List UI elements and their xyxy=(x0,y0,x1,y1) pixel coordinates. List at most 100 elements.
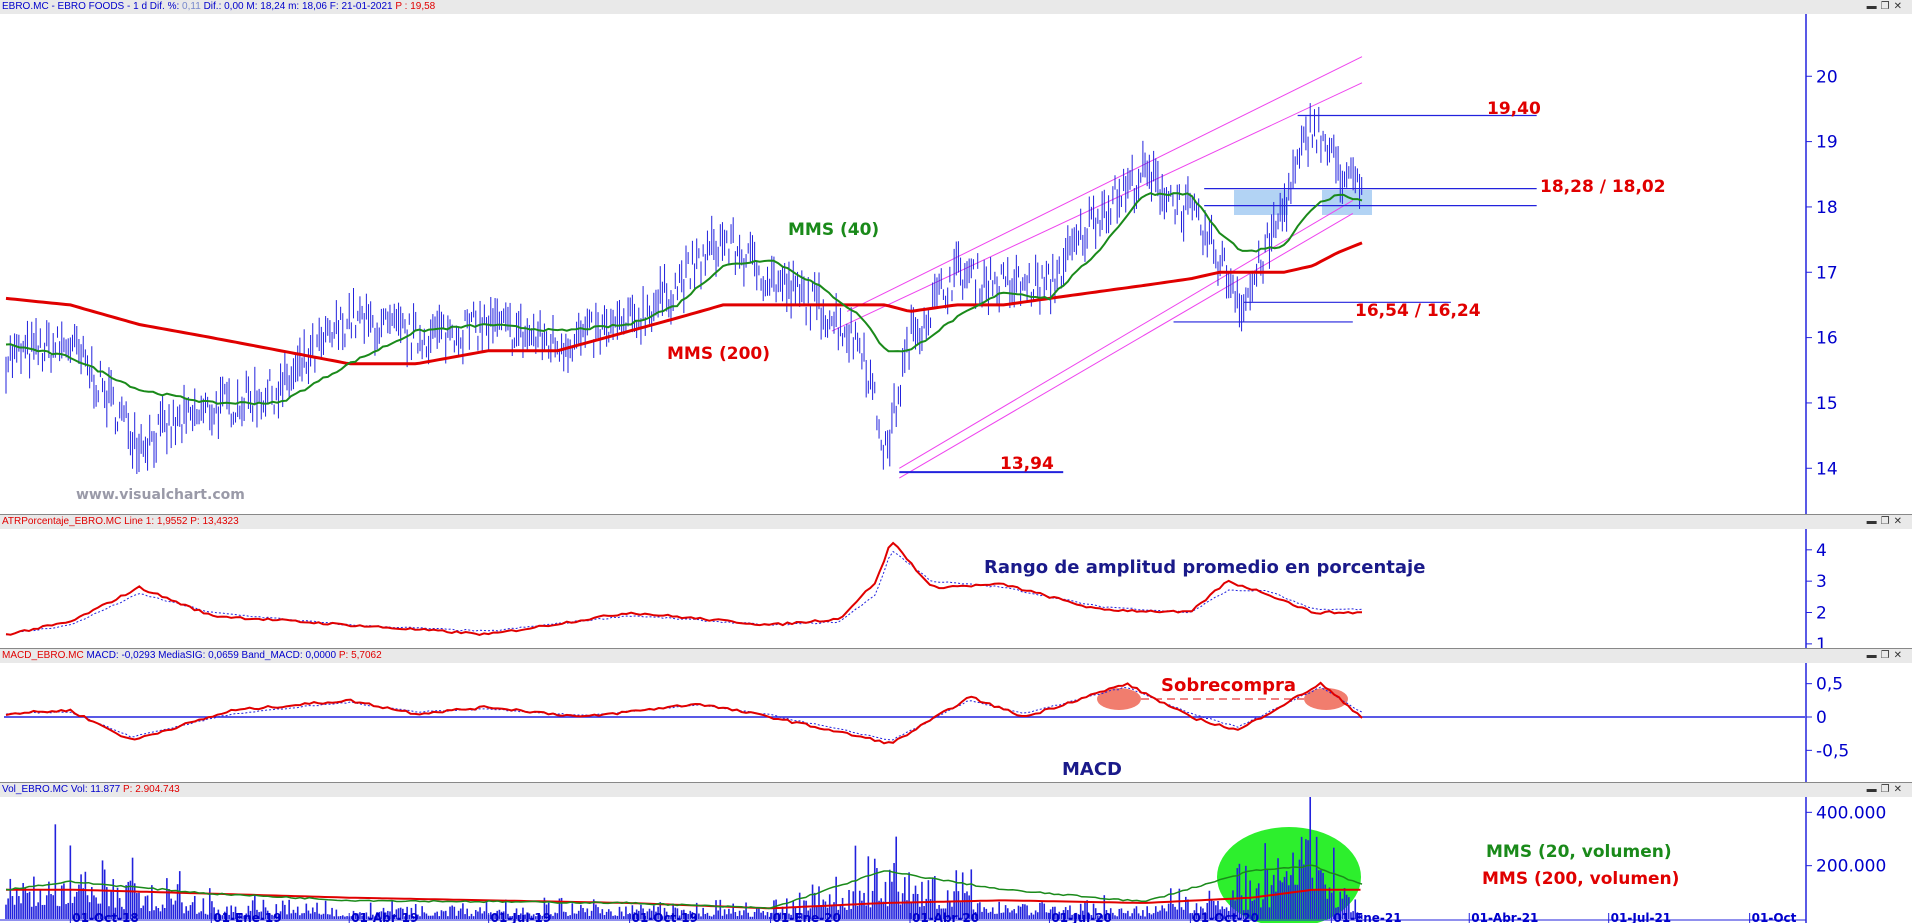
y-tick-label: 16 xyxy=(1816,329,1838,349)
macd-name: MACD_EBRO.MC xyxy=(2,650,84,661)
atr-pane: ATRPorcentaje_EBRO.MC Line 1: 1,9552 P: … xyxy=(0,514,1912,649)
atr-last: P: 13,4323 xyxy=(190,516,239,527)
watermark: www.visualchart.com xyxy=(76,487,245,503)
macd-values: MACD: -0,0293 MediaSIG: 0,0659 Band_MACD… xyxy=(86,650,337,661)
minimize-icon[interactable]: ▬ xyxy=(1866,650,1881,661)
close-icon[interactable]: ✕ xyxy=(1893,784,1906,795)
y-tick-label: 15 xyxy=(1816,394,1838,414)
min-value: m: 18,06 xyxy=(288,1,327,12)
volume-highlight-box-right xyxy=(1322,190,1372,215)
x-tick-label: 01-Jul-21 xyxy=(1611,911,1671,923)
atr-chart[interactable]: 1 2 3 4 Rango de amplitud promedio en porce… xyxy=(0,529,1912,649)
x-tick-label: 01-Oct-19 xyxy=(632,911,698,923)
atr-name: ATRPorcentaje_EBRO.MC xyxy=(2,516,122,527)
atr-average-line xyxy=(5,550,1363,636)
x-tick-label: 01-Abr-19 xyxy=(351,911,418,923)
macd-last: P: 5,7062 xyxy=(338,650,382,661)
trend-channel-line-1 xyxy=(831,82,1363,332)
vol-mms200-label: MMS (200, volumen) xyxy=(1482,869,1679,889)
restore-icon[interactable]: ❐ xyxy=(1880,516,1894,527)
restore-icon[interactable]: ❐ xyxy=(1880,1,1894,12)
macd-pane-header: MACD_EBRO.MC MACD: -0,0293 MediaSIG: 0,0… xyxy=(0,649,1912,663)
mms40-line xyxy=(5,192,1363,406)
max-value: M: 18,24 xyxy=(246,1,286,12)
window-controls: ▬❐✕ xyxy=(1867,0,1906,14)
y-tick-label: 14 xyxy=(1816,459,1838,479)
y-tick-label: 200.000 xyxy=(1816,857,1886,877)
last-price: P : 19,58 xyxy=(395,1,436,12)
y-tick-label: -0,5 xyxy=(1816,741,1849,761)
level-high-label: 19,40 xyxy=(1487,99,1541,119)
y-tick-label: 2 xyxy=(1816,604,1827,624)
close-icon[interactable]: ✕ xyxy=(1893,650,1906,661)
atr-line: Line 1: 1,9552 xyxy=(124,516,188,527)
price-pane: EBRO.MC - EBRO FOODS - 1 d Dif. %: 0,11 … xyxy=(0,0,1912,514)
mms40-label: MMS (40) xyxy=(788,220,879,240)
macd-chart[interactable]: 0,5 0 -0,5 Sobrecompra MACD xyxy=(0,663,1912,783)
vol-values: Vol: 11.877 xyxy=(70,784,121,795)
minimize-icon[interactable]: ▬ xyxy=(1866,516,1881,527)
y-tick-label: 18 xyxy=(1816,198,1838,218)
x-tick-label: 01-Ene-21 xyxy=(1333,911,1401,923)
close-icon[interactable]: ✕ xyxy=(1893,516,1906,527)
y-tick-label: 0 xyxy=(1816,708,1827,728)
symbol-title: EBRO.MC - EBRO FOODS - xyxy=(2,1,131,12)
x-tick-label: 01-Jul-20 xyxy=(1051,911,1111,923)
dif-pct: 0,11 xyxy=(182,1,201,12)
y-tick-label: 0,5 xyxy=(1816,675,1843,695)
x-tick-label: 01-Oct xyxy=(1752,911,1797,923)
close-icon[interactable]: ✕ xyxy=(1893,1,1906,12)
restore-icon[interactable]: ❐ xyxy=(1880,784,1894,795)
vol-last: P: 2.904.743 xyxy=(123,784,180,795)
price-chart[interactable]: 14 15 16 17 18 19 20 www.visualchart.com MMS (… xyxy=(0,14,1912,528)
macd-window-controls: ▬❐✕ xyxy=(1867,649,1906,663)
x-tick-label: 01-Ene-19 xyxy=(213,911,281,923)
atr-pane-header: ATRPorcentaje_EBRO.MC Line 1: 1,9552 P: … xyxy=(0,515,1912,529)
trend-channel-line-0 xyxy=(846,56,1363,312)
y-tick-label: 20 xyxy=(1816,67,1838,87)
minimize-icon[interactable]: ▬ xyxy=(1866,1,1881,12)
vol-name: Vol_EBRO.MC xyxy=(2,784,69,795)
macd-signal-line xyxy=(5,686,1363,741)
level-low-label: 13,94 xyxy=(1000,454,1054,474)
volume-highlight-box-left xyxy=(1234,190,1288,215)
macd-line xyxy=(5,681,1363,745)
mms200-line xyxy=(5,241,1363,366)
atr-line xyxy=(5,541,1362,636)
trend-channel-line-3 xyxy=(899,213,1354,479)
x-tick-label: 01-Jul-19 xyxy=(491,911,551,923)
minimize-icon[interactable]: ▬ xyxy=(1866,784,1881,795)
volume-pane: Vol_EBRO.MC Vol: 11.877 P: 2.904.743 ▬❐✕… xyxy=(0,782,1912,923)
macd-label: MACD xyxy=(1062,759,1122,780)
trend-channel-line-2 xyxy=(899,199,1354,469)
stats-prefix: 1 d Dif. %: xyxy=(133,1,180,12)
x-tick-label: 01-Oct-18 xyxy=(72,911,138,923)
overbought-marker-2 xyxy=(1304,688,1348,710)
vol-window-controls: ▬❐✕ xyxy=(1867,783,1906,797)
atr-window-controls: ▬❐✕ xyxy=(1867,515,1906,529)
overbought-label: Sobrecompra xyxy=(1161,675,1296,696)
atr-title: Rango de amplitud promedio en porcentaje xyxy=(984,557,1425,578)
y-tick-label: 1 xyxy=(1816,635,1827,649)
y-tick-label: 400.000 xyxy=(1816,803,1886,823)
volume-chart[interactable]: 400.000 200.000 01-Oct-18 01-Ene-19 01-Abr-… xyxy=(0,797,1912,923)
y-tick-label: 17 xyxy=(1816,263,1838,283)
level-resistance-label: 18,28 / 18,02 xyxy=(1540,177,1666,197)
y-tick-label: 3 xyxy=(1816,572,1827,592)
y-tick-label: 19 xyxy=(1816,133,1838,153)
price-pane-header: EBRO.MC - EBRO FOODS - 1 d Dif. %: 0,11 … xyxy=(0,0,1912,14)
vol-mms20-label: MMS (20, volumen) xyxy=(1486,842,1672,862)
mms200-label: MMS (200) xyxy=(667,344,770,364)
vol-mms20-line xyxy=(5,864,1363,910)
x-tick-label: 01-Oct-20 xyxy=(1192,911,1258,923)
restore-icon[interactable]: ❐ xyxy=(1880,650,1894,661)
volume-pane-header: Vol_EBRO.MC Vol: 11.877 P: 2.904.743 ▬❐✕ xyxy=(0,783,1912,797)
level-support-label: 16,54 / 16,24 xyxy=(1355,301,1481,321)
date-value: F: 21-01-2021 xyxy=(329,1,393,12)
macd-pane: MACD_EBRO.MC MACD: -0,0293 MediaSIG: 0,0… xyxy=(0,648,1912,783)
x-tick-label: 01-Abr-21 xyxy=(1471,911,1538,923)
x-tick-label: 01-Abr-20 xyxy=(912,911,979,923)
y-tick-label: 4 xyxy=(1816,541,1827,561)
dif-value: Dif.: 0,00 xyxy=(203,1,244,12)
overbought-marker-1 xyxy=(1097,688,1141,710)
